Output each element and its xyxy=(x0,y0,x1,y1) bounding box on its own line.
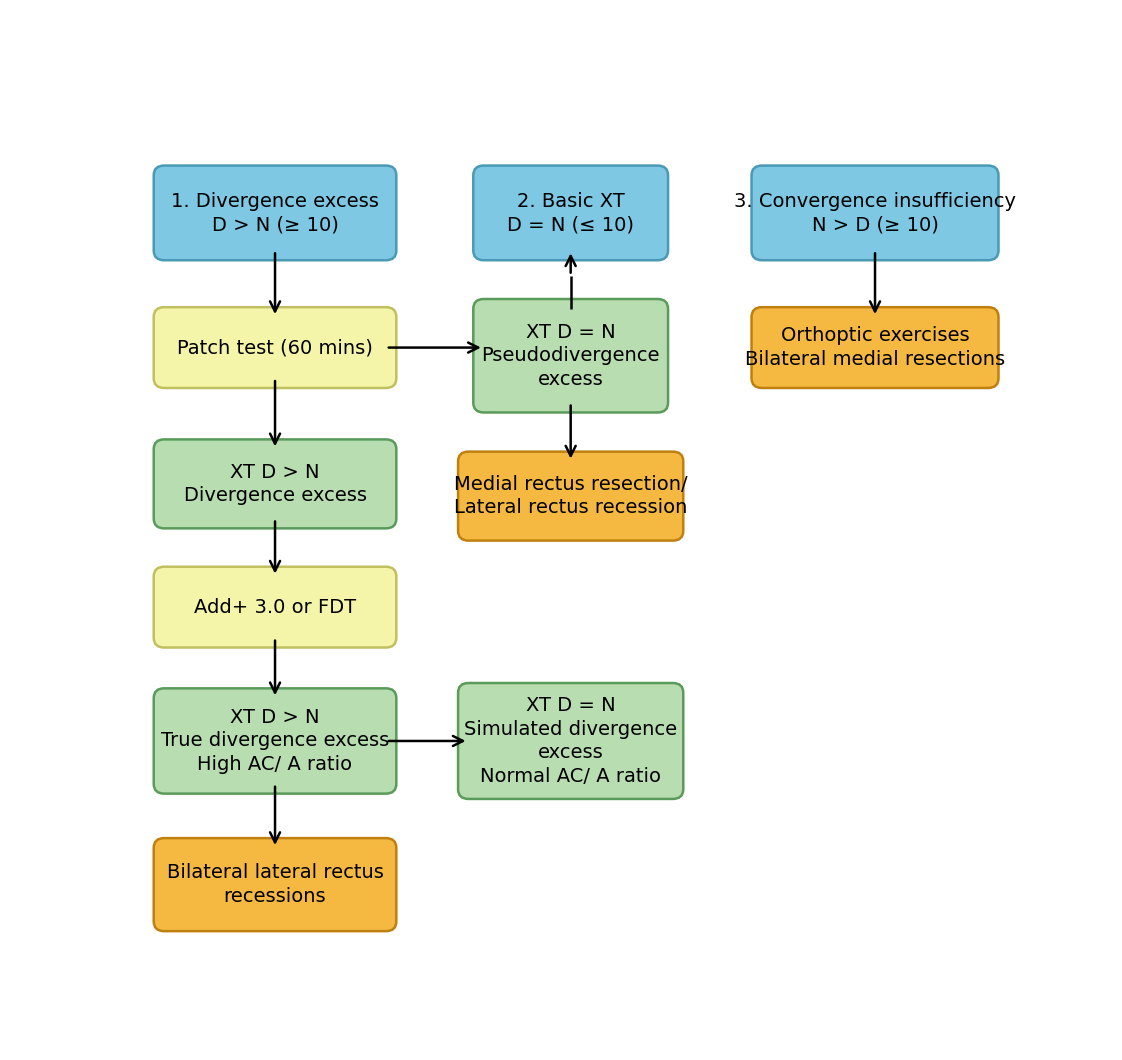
FancyBboxPatch shape xyxy=(752,165,999,261)
Text: XT D > N
Divergence excess: XT D > N Divergence excess xyxy=(184,462,367,506)
FancyBboxPatch shape xyxy=(458,452,683,541)
FancyBboxPatch shape xyxy=(473,165,668,261)
Text: Bilateral lateral rectus
recessions: Bilateral lateral rectus recessions xyxy=(166,864,384,906)
FancyBboxPatch shape xyxy=(154,567,396,648)
Text: Patch test (60 mins): Patch test (60 mins) xyxy=(177,338,373,357)
Text: 3. Convergence insufficiency
N > D (≥ 10): 3. Convergence insufficiency N > D (≥ 10… xyxy=(734,192,1017,234)
FancyBboxPatch shape xyxy=(458,683,683,799)
FancyBboxPatch shape xyxy=(154,165,396,261)
FancyBboxPatch shape xyxy=(473,299,668,412)
FancyBboxPatch shape xyxy=(154,838,396,931)
Text: 1. Divergence excess
D > N (≥ 10): 1. Divergence excess D > N (≥ 10) xyxy=(171,192,379,234)
FancyBboxPatch shape xyxy=(154,440,396,528)
Text: Orthoptic exercises
Bilateral medial resections: Orthoptic exercises Bilateral medial res… xyxy=(745,326,1005,369)
Text: Add+ 3.0 or FDT: Add+ 3.0 or FDT xyxy=(194,598,356,617)
FancyBboxPatch shape xyxy=(154,688,396,794)
FancyBboxPatch shape xyxy=(154,307,396,388)
Text: XT D = N
Pseudodivergence
excess: XT D = N Pseudodivergence excess xyxy=(481,322,660,389)
Text: 2. Basic XT
D = N (≤ 10): 2. Basic XT D = N (≤ 10) xyxy=(507,192,634,234)
Text: XT D = N
Simulated divergence
excess
Normal AC/ A ratio: XT D = N Simulated divergence excess Nor… xyxy=(465,696,678,785)
FancyBboxPatch shape xyxy=(752,307,999,388)
Text: Medial rectus resection/
Lateral rectus recession: Medial rectus resection/ Lateral rectus … xyxy=(454,475,688,517)
Text: XT D > N
True divergence excess
High AC/ A ratio: XT D > N True divergence excess High AC/… xyxy=(160,708,389,774)
